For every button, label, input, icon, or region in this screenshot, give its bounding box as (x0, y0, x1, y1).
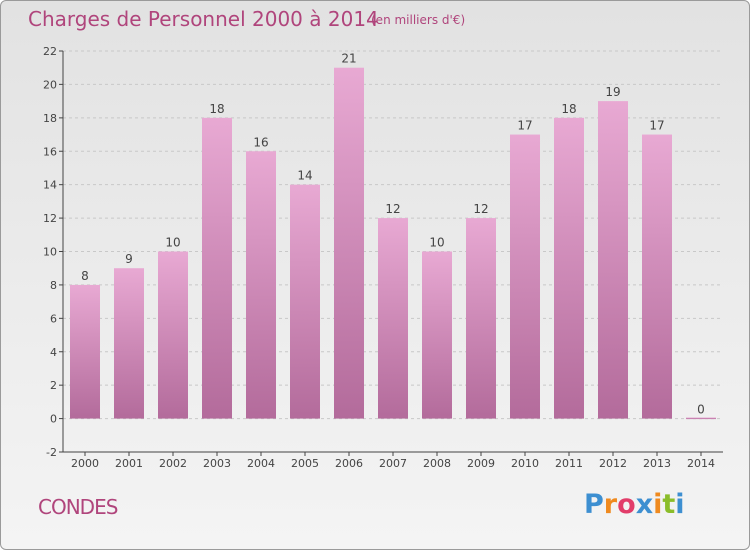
bar-value-label: 19 (605, 85, 620, 99)
logo-letter: i (653, 489, 663, 520)
bar (70, 284, 100, 419)
logo-letter: x (635, 489, 654, 520)
bar-value-label: 17 (649, 119, 664, 133)
bar-value-label: 12 (473, 202, 488, 216)
bar (246, 151, 276, 419)
x-tick-label: 2009 (467, 457, 495, 470)
bar-value-label: 12 (385, 202, 400, 216)
bar (114, 268, 144, 419)
x-tick-label: 2010 (511, 457, 539, 470)
y-tick-label: 6 (50, 312, 57, 325)
bar-value-label: 14 (297, 169, 312, 183)
bar (422, 251, 452, 419)
chart-subtitle: (en milliers d'€) (371, 13, 466, 27)
logo-letter: r (603, 489, 618, 520)
bar (378, 218, 408, 419)
x-tick-label: 2014 (687, 457, 715, 470)
x-tick-label: 2004 (247, 457, 275, 470)
y-tick-label: 22 (43, 45, 57, 58)
y-tick-label: 16 (43, 145, 57, 158)
logo-letter: P (584, 489, 604, 520)
bar (686, 417, 716, 420)
bar (466, 218, 496, 419)
x-tick-label: 2002 (159, 457, 187, 470)
y-tick-label: 10 (43, 246, 57, 259)
bar (334, 67, 364, 419)
y-tick-label: 8 (50, 279, 57, 292)
labels: -2 0 2 4 6 8 10 12 14 16 18 20 22 8 2000 9 2001 10 2002 18 2… (43, 45, 715, 470)
commune-name: CONDES (38, 495, 118, 519)
bar-value-label: 21 (341, 52, 356, 66)
bar-value-label: 17 (517, 119, 532, 133)
bar (510, 134, 540, 419)
bar-value-label: 10 (165, 236, 180, 250)
chart-title: Charges de Personnel 2000 à 2014 (28, 7, 379, 31)
y-tick-label: 14 (43, 179, 57, 192)
bar (642, 134, 672, 419)
bar (290, 184, 320, 419)
bar (598, 101, 628, 419)
x-tick-label: 2011 (555, 457, 583, 470)
bar-value-label: 10 (429, 236, 444, 250)
logo-letter: o (617, 489, 636, 520)
y-tick-label: 2 (50, 379, 57, 392)
bar-value-label: 18 (209, 102, 224, 116)
y-tick-label: 12 (43, 212, 57, 225)
proxiti-logo[interactable]: Proxiti (584, 489, 685, 520)
bar-value-label: 9 (125, 252, 133, 266)
x-tick-label: 2003 (203, 457, 231, 470)
y-tick-label: -2 (46, 446, 57, 459)
logo-letter: i (675, 489, 685, 520)
axes (59, 50, 723, 456)
y-tick-label: 18 (43, 112, 57, 125)
bar-value-label: 18 (561, 102, 576, 116)
bar-value-label: 16 (253, 135, 268, 149)
y-tick-label: 0 (50, 413, 57, 426)
x-tick-label: 2007 (379, 457, 407, 470)
logo-letter: t (662, 489, 676, 520)
bar-value-label: 8 (81, 269, 89, 283)
y-tick-label: 4 (50, 346, 57, 359)
x-tick-label: 2000 (71, 457, 99, 470)
x-tick-label: 2008 (423, 457, 451, 470)
x-tick-label: 2005 (291, 457, 319, 470)
bar (158, 251, 188, 419)
x-tick-label: 2012 (599, 457, 627, 470)
y-tick-label: 20 (43, 78, 57, 91)
bars (70, 67, 716, 420)
bar (554, 117, 584, 419)
bar-value-label: 0 (697, 403, 705, 417)
x-tick-label: 2006 (335, 457, 363, 470)
x-tick-label: 2013 (643, 457, 671, 470)
x-tick-label: 2001 (115, 457, 143, 470)
bar (202, 117, 232, 419)
